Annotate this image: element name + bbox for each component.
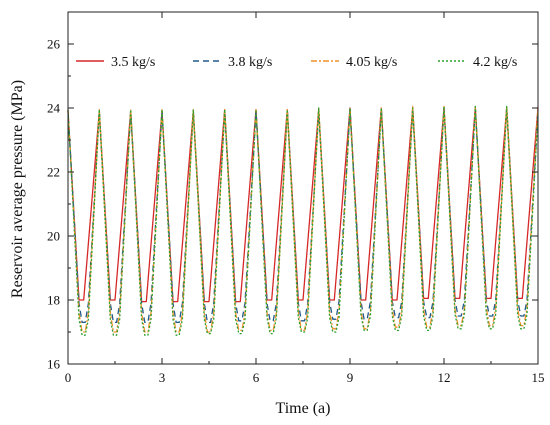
y-tick-label: 22	[47, 165, 60, 180]
y-axis-title: Reservoir average pressure (MPa)	[9, 80, 26, 298]
legend-label-1: 3.5 kg/s	[111, 55, 155, 70]
series-layer	[67, 105, 539, 336]
x-tick-label: 0	[65, 370, 72, 385]
axes-layer: 0 3 6 9 12 15 16 18 20 22 24 26	[47, 11, 545, 385]
x-tick-label: 12	[438, 370, 451, 385]
x-tick-label: 9	[347, 370, 354, 385]
x-tick-label: 3	[159, 370, 166, 385]
x-tick-label: 15	[532, 370, 545, 385]
series-line-1	[67, 107, 539, 303]
legend-label-4: 4.2 kg/s	[473, 55, 517, 70]
y-tick-label: 18	[47, 293, 60, 308]
x-axis-title: Time (a)	[276, 400, 331, 417]
y-tick-label: 16	[47, 357, 61, 372]
legend-label-2: 3.8 kg/s	[228, 55, 272, 70]
legend-label-3: 4.05 kg/s	[346, 55, 397, 70]
y-tick-label: 20	[47, 229, 60, 244]
y-tick-label: 26	[47, 37, 61, 52]
y-tick-label: 24	[47, 101, 61, 116]
x-tick-label: 6	[253, 370, 260, 385]
series-line-4	[67, 105, 539, 336]
series-line-2	[67, 107, 539, 324]
legend: 3.5 kg/s 3.8 kg/s 4.05 kg/s 4.2 kg/s	[76, 55, 517, 70]
